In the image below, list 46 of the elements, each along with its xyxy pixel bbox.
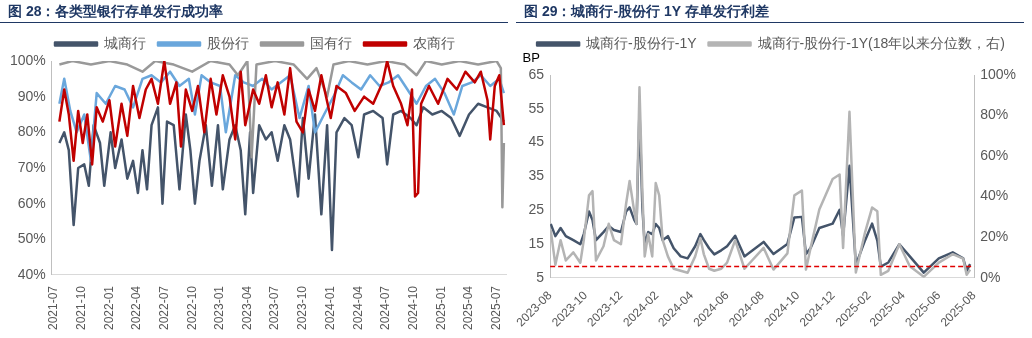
y-tick-label: 90% xyxy=(17,87,46,104)
legend-label: 城商行-股份行-1Y(18年以来分位数，右) xyxy=(756,34,1005,51)
y-tick-label: 15 xyxy=(528,234,545,251)
y2-tick-label: 40% xyxy=(980,187,1009,204)
y-tick-label: 70% xyxy=(17,158,46,175)
legend-label: 农商行 xyxy=(413,34,455,51)
y-tick-label: 45 xyxy=(528,133,545,150)
x-tick-label: 2022-04 xyxy=(129,285,144,331)
x-tick-label: 2023-01 xyxy=(212,285,227,331)
x-tick-label: 2022-01 xyxy=(101,285,116,331)
legend-label: 股份行 xyxy=(207,34,249,51)
chart-title: 图 28：各类型银行存单发行成功率 xyxy=(0,0,508,23)
y2-tick-label: 100% xyxy=(980,65,1017,82)
y-tick-label: 25 xyxy=(528,200,545,217)
chart-title: 图 29：城商行-股份行 1Y 存单发行利差 xyxy=(516,0,1024,23)
x-tick-label: 2024-01 xyxy=(323,285,338,331)
y-tick-label: 65 xyxy=(528,65,545,82)
x-tick-label: 2023-10 xyxy=(295,285,310,331)
x-tick-label: 2024-07 xyxy=(378,285,393,331)
y-tick-label: 35 xyxy=(528,167,545,184)
y-tick-label: 60% xyxy=(17,194,46,211)
y-tick-label: 5 xyxy=(536,268,545,285)
x-tick-label: 2022-07 xyxy=(156,285,171,331)
x-tick-label: 2021-10 xyxy=(73,285,88,331)
x-tick-label: 2023-04 xyxy=(239,285,254,331)
y-tick-label: 55 xyxy=(528,99,545,116)
y2-tick-label: 20% xyxy=(980,228,1009,244)
x-tick-label: 2025-01 xyxy=(434,285,449,331)
legend-label: 城商行 xyxy=(103,34,146,51)
x-tick-label: 2024-04 xyxy=(350,285,365,331)
y-axis-title: BP xyxy=(522,50,540,66)
legend-label: 国有行 xyxy=(310,34,352,51)
legend-label: 城商行-股份行-1Y xyxy=(585,34,698,51)
y-tick-label: 40% xyxy=(17,265,46,282)
x-tick-label: 2022-10 xyxy=(184,285,199,331)
y-tick-label: 50% xyxy=(17,230,46,247)
y2-tick-label: 0% xyxy=(980,268,1001,285)
y-tick-label: 80% xyxy=(17,123,46,140)
y2-tick-label: 60% xyxy=(980,146,1009,163)
x-tick-label: 2025-04 xyxy=(461,285,476,331)
y2-tick-label: 80% xyxy=(980,106,1009,123)
x-tick-label: 2021-07 xyxy=(45,285,60,331)
x-tick-label: 2024-10 xyxy=(406,285,421,331)
x-tick-label: 2023-07 xyxy=(267,285,282,331)
x-tick-label: 2025-07 xyxy=(488,285,503,331)
y-tick-label: 100% xyxy=(9,51,46,68)
